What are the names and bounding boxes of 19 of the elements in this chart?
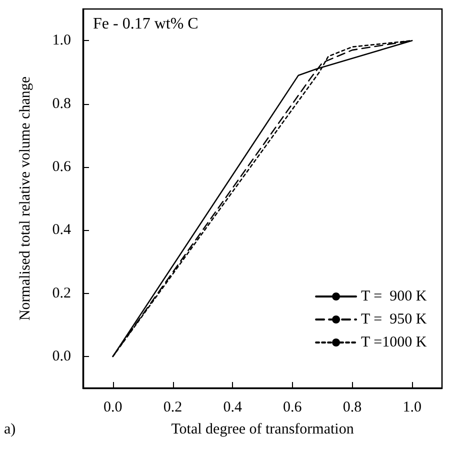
y-tick-label: 0.6: [52, 158, 72, 175]
y-tick-label: 1.0: [52, 32, 71, 49]
annotation: Fe - 0.17 wt% C: [93, 16, 198, 32]
y-tick-label: 0.2: [52, 285, 71, 302]
text: a): [4, 422, 16, 438]
x-tick-label: 0.4: [223, 400, 242, 416]
x-tick-label: 0.6: [283, 400, 302, 416]
x-tick-label: 0.2: [163, 400, 182, 416]
x-tick-label: 0.0: [104, 400, 122, 416]
x-tick-label: 1.0: [402, 400, 422, 416]
legend-label: T = 950 K: [361, 312, 427, 328]
legend-label: T = 900 K: [361, 288, 427, 304]
y-tick-label: 0.4: [52, 222, 72, 238]
x-axis-title: Total degree of transformation: [171, 422, 354, 438]
x-tick-label: 0.8: [342, 400, 362, 416]
legend-label: T =1000 K: [361, 334, 427, 350]
y-tick-label: 0.8: [52, 96, 71, 112]
y-axis-title: Normalised total relative volume change: [18, 76, 34, 321]
y-tick-label: 0.0: [52, 348, 71, 364]
